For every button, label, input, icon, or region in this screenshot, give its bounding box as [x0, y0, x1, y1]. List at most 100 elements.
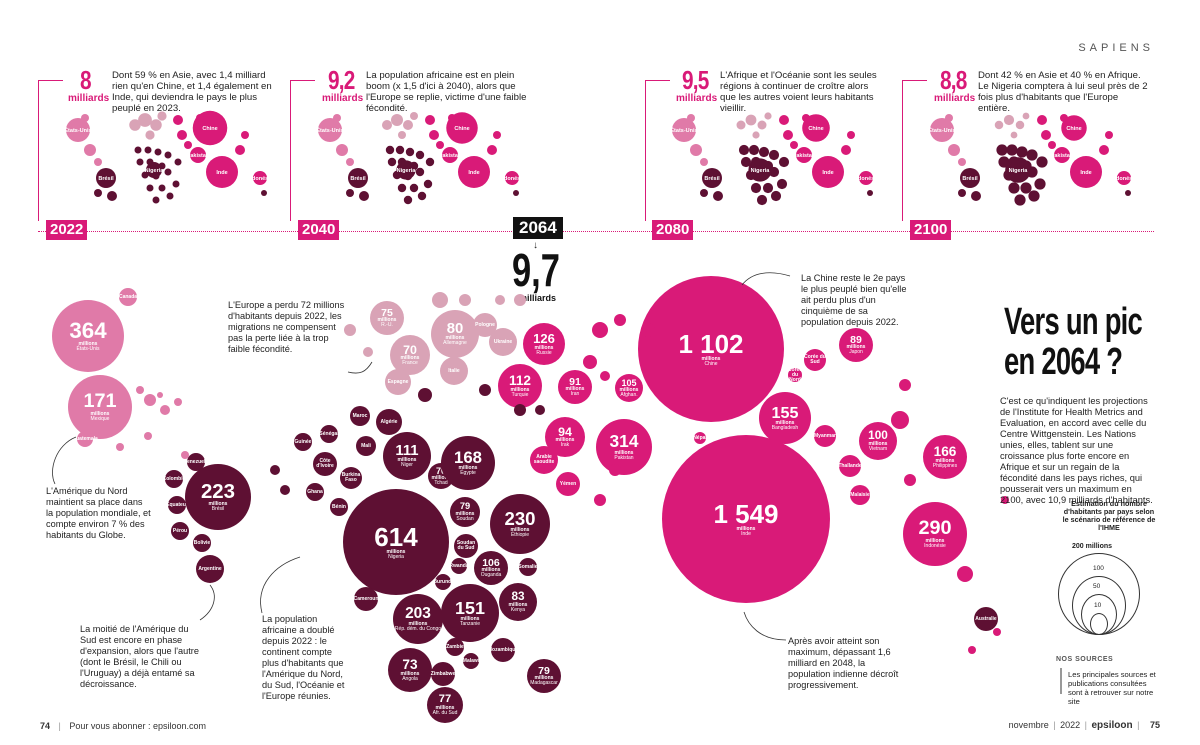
mini-bubble: [847, 131, 855, 139]
mini-bubble: [1105, 131, 1113, 139]
mini-label: Pakistan: [439, 153, 462, 159]
mini-label: Brésil: [350, 176, 366, 182]
mini-label: Chine: [202, 126, 217, 132]
mini-bubble: [672, 118, 696, 142]
mini-label: Pakistan: [1051, 153, 1074, 159]
mini-bubble: [768, 149, 780, 161]
mini-bubble: [94, 189, 102, 197]
mini-label: Chine: [1066, 126, 1081, 132]
bubble-value: 168: [454, 447, 482, 467]
mini-label: Brésil: [704, 176, 720, 182]
mini-bubble: [164, 151, 172, 159]
bubble-value: 290: [918, 517, 952, 540]
filler-dot: [363, 347, 373, 357]
subscribe-link[interactable]: Pour vous abonner : epsiloon.com: [69, 721, 206, 731]
mini-bubble: [382, 120, 392, 130]
filler-dot: [144, 394, 156, 406]
bubble-value: 80: [446, 320, 464, 337]
bubble-unit: millions: [925, 537, 945, 544]
mini-bubble: [1008, 182, 1020, 194]
bubble-argentine: Argentine: [196, 555, 224, 583]
mini-bubble: [1015, 120, 1025, 130]
mini-bubble: [318, 118, 342, 142]
legend-value-50: 50: [1093, 583, 1101, 590]
bubble-unit: millions: [78, 341, 98, 348]
mini-bubble: [429, 130, 439, 140]
mini-bubble: [750, 182, 762, 194]
mini-bubble: [158, 184, 166, 192]
bubble-country: Mali: [361, 442, 371, 449]
bubble-country: Pologne: [475, 321, 495, 328]
mini-bubble: [971, 191, 981, 201]
bubble-unit: millions: [510, 386, 530, 393]
mini-bubble: [859, 171, 873, 185]
filler-dot: [535, 405, 545, 415]
bubble--quateur: Équateur: [166, 496, 188, 514]
filler-dot: [157, 392, 163, 398]
mini-bubble: [206, 156, 238, 188]
annotation-europe: L'Europe a perdu 72 millions d'habitants…: [228, 300, 345, 354]
mini-bubble: [417, 191, 427, 201]
mini-label: Indonésie: [853, 176, 879, 182]
timeline-line: [38, 231, 1154, 232]
bubble-country: Ukraine: [493, 338, 513, 345]
bubble-unit: millions: [400, 355, 420, 362]
mini-bubble: [177, 130, 187, 140]
filler-dot: [432, 292, 448, 308]
mini-bubble: [398, 131, 406, 139]
mini-bubble: [778, 156, 790, 168]
timeline-text: Dont 59 % en Asie, avec 1,4 milliard rie…: [112, 70, 272, 114]
mini-bubble: [690, 144, 702, 156]
mini-bubble: [403, 120, 413, 130]
bubble-somalie: Somalie: [518, 558, 538, 576]
bubble-country: France: [402, 360, 418, 367]
legend-max-label: 200 millions: [1072, 543, 1113, 550]
bubble-unit: millions: [614, 449, 634, 456]
mini-bubble: [129, 119, 141, 131]
bracket: [902, 80, 927, 221]
mini-bubble: [346, 158, 354, 166]
mini-bubble: [146, 162, 162, 178]
sources-rule: [1060, 668, 1062, 694]
mini-bubble: [776, 178, 788, 190]
brand-logo: epsiloon: [1091, 720, 1133, 731]
mini-bubble: [1060, 114, 1068, 122]
mini-bubble: [138, 113, 152, 127]
mini-bubble: [410, 112, 418, 120]
bubble-country: Corée du Nord: [787, 366, 803, 383]
bubble-country: Somalie: [518, 563, 538, 570]
timeline-text: L'Afrique et l'Océanie sont les seules r…: [720, 70, 877, 114]
sources-text: Les principales sources et publications …: [1068, 670, 1156, 706]
mini-bubble: [1028, 190, 1040, 202]
mini-bubble: [154, 148, 162, 156]
mini-label: Brésil: [98, 176, 114, 182]
bubble-angola: 73 millions Angola: [388, 648, 432, 692]
mini-bubble: [1117, 171, 1131, 185]
bubble-unit: millions: [445, 335, 465, 342]
sources-title: NOS SOURCES: [1056, 656, 1114, 663]
bubble-value: 203: [405, 605, 431, 623]
population-unit: milliards: [68, 93, 110, 104]
bubble-value: 1 102: [678, 329, 744, 359]
bubble-country: Bangladesh: [771, 425, 799, 432]
mini-bubble: [346, 189, 354, 197]
mini-bubble: [740, 156, 752, 168]
mini-bubble: [802, 114, 810, 122]
intro-text: C'est ce qu'indiquent les projections de…: [1000, 396, 1153, 505]
bubble-country: Afghan.: [620, 391, 638, 398]
annotation-china: La Chine reste le 2e pays le plus peuplé…: [801, 273, 907, 327]
mini-bubble: [391, 114, 403, 126]
mini-bubble: [1022, 112, 1030, 120]
bubble-country: Cameroun: [353, 595, 379, 602]
filler-dot: [181, 451, 189, 459]
mini-label: États-Unis: [64, 126, 91, 134]
bubble-myanmar: Myanmar: [814, 425, 836, 447]
bubble-cor-e-du-nord: Corée du Nord: [787, 366, 803, 383]
bubble-country: Sénégal: [319, 430, 339, 437]
filler-dot: [136, 386, 144, 394]
bubble-bolivie: Bolivie: [193, 534, 211, 552]
bubble-value: 112: [509, 373, 531, 389]
peak-population: 9,7: [512, 244, 560, 296]
footer-right: novembre | 2022 | epsiloon | 75: [1009, 720, 1160, 731]
